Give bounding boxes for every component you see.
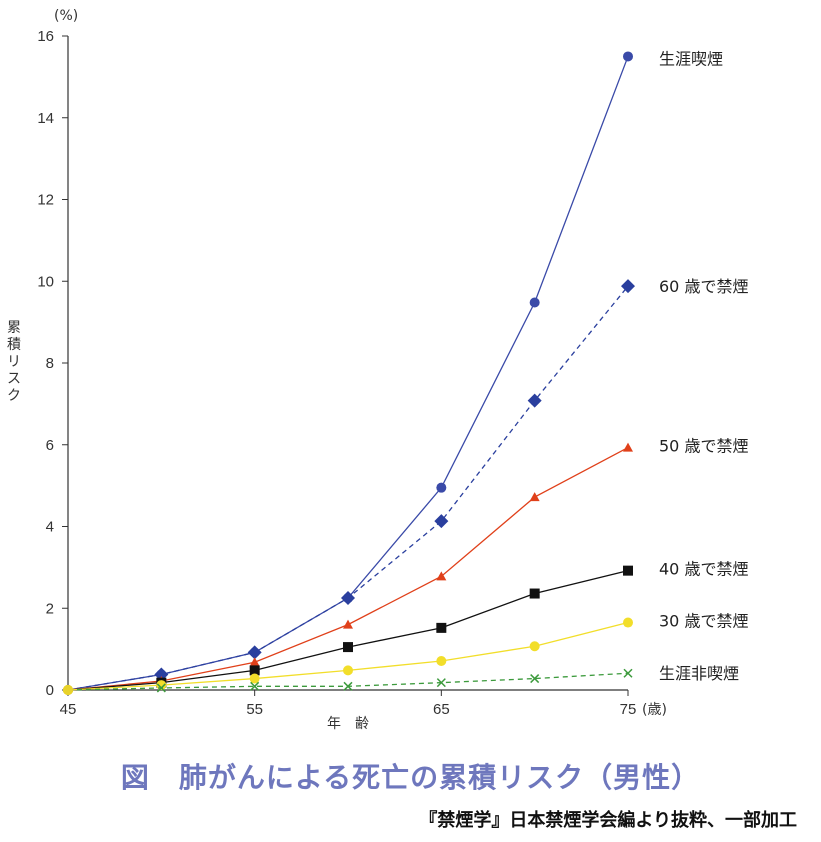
y-tick-label: 2: [46, 600, 54, 617]
data-point: [621, 279, 635, 294]
x-tick-label: 65: [433, 701, 450, 718]
data-point: [436, 571, 447, 581]
data-point: [530, 674, 540, 684]
data-point: [529, 641, 540, 652]
x-axis-label: 年 齢: [327, 716, 369, 732]
series-1: 60 歳で禁煙: [63, 277, 748, 695]
data-point: [436, 622, 447, 633]
series-line: [67, 447, 629, 691]
data-point: [623, 51, 633, 62]
data-point-stroke: [623, 668, 633, 678]
y-tick-label: 16: [37, 28, 54, 45]
y-tick-label: 12: [37, 192, 54, 209]
series-label: 50 歳で禁煙: [659, 437, 748, 456]
data-point: [436, 482, 447, 493]
y-tick-label: 10: [37, 273, 54, 290]
data-point: [434, 514, 449, 529]
series-label: 生涯非喫煙: [659, 664, 739, 683]
series-2: 50 歳で禁煙: [63, 437, 748, 695]
y-tick-label: 4: [46, 519, 54, 536]
x-tick-label: 55: [246, 701, 263, 718]
y-axis-label-char: 累: [7, 320, 21, 336]
series-line: [67, 621, 629, 691]
data-point: [623, 617, 633, 628]
data-point: [249, 673, 260, 684]
data-point: [436, 655, 447, 666]
data-point: [343, 619, 353, 629]
data-point: [247, 645, 262, 660]
data-point: [250, 681, 260, 691]
y-axis-label-char: 積: [7, 337, 21, 353]
figure-caption: 図 肺がんによる死亡の累積リスク（男性）: [120, 761, 701, 794]
y-tick-label: 14: [37, 110, 54, 127]
chart: 0 2 4 6 8 10 12 14 16 45 55 65 75 累積リスク 生涯喫煙 60 歳で禁煙 50…: [7, 8, 748, 732]
series-label: 40 歳で禁煙: [659, 560, 748, 579]
data-point: [529, 492, 540, 502]
data-point: [156, 683, 166, 693]
data-point: [249, 657, 260, 667]
series-0: 生涯喫煙: [63, 49, 723, 695]
series-5: 生涯非喫煙: [63, 664, 739, 695]
y-axis-unit: (%): [54, 8, 78, 24]
figure-source: 『禁煙学』日本禁煙学会編より抜粋、一部加工: [419, 810, 797, 831]
series-label: 30 歳で禁煙: [659, 612, 748, 631]
data-point: [527, 393, 542, 408]
x-axis-unit: (歳): [642, 702, 667, 718]
data-point: [343, 681, 353, 691]
series-label: 60 歳で禁煙: [659, 277, 748, 296]
data-point: [436, 678, 446, 688]
y-tick-label: 6: [46, 437, 54, 454]
y-tick-label: 8: [46, 355, 54, 372]
data-point: [249, 665, 260, 676]
y-axis-label-char: リ: [7, 354, 21, 370]
data-point-stroke: [530, 674, 540, 684]
data-point: [623, 565, 633, 576]
y-axis-label-char: ク: [7, 388, 21, 404]
data-point: [343, 642, 353, 653]
data-point-stroke: [436, 678, 446, 688]
y-axis-label-char: ス: [7, 371, 21, 387]
data-point: [63, 685, 73, 695]
data-point: [343, 665, 353, 676]
axes: 0 2 4 6 8 10 12 14 16 45 55 65 75 累積リスク: [7, 28, 636, 718]
x-tick-label: 45: [60, 701, 77, 718]
series-label: 生涯喫煙: [659, 49, 723, 68]
data-point: [341, 591, 355, 606]
data-point-stroke: [250, 681, 260, 691]
data-point: [623, 668, 633, 678]
data-point: [623, 442, 633, 452]
data-point: [529, 297, 540, 308]
data-point: [529, 588, 540, 599]
x-tick-label: 75: [620, 701, 637, 718]
y-tick-label: 0: [46, 682, 54, 699]
data-point-stroke: [156, 683, 166, 693]
data-point-stroke: [343, 681, 353, 691]
series-line: [67, 285, 629, 691]
